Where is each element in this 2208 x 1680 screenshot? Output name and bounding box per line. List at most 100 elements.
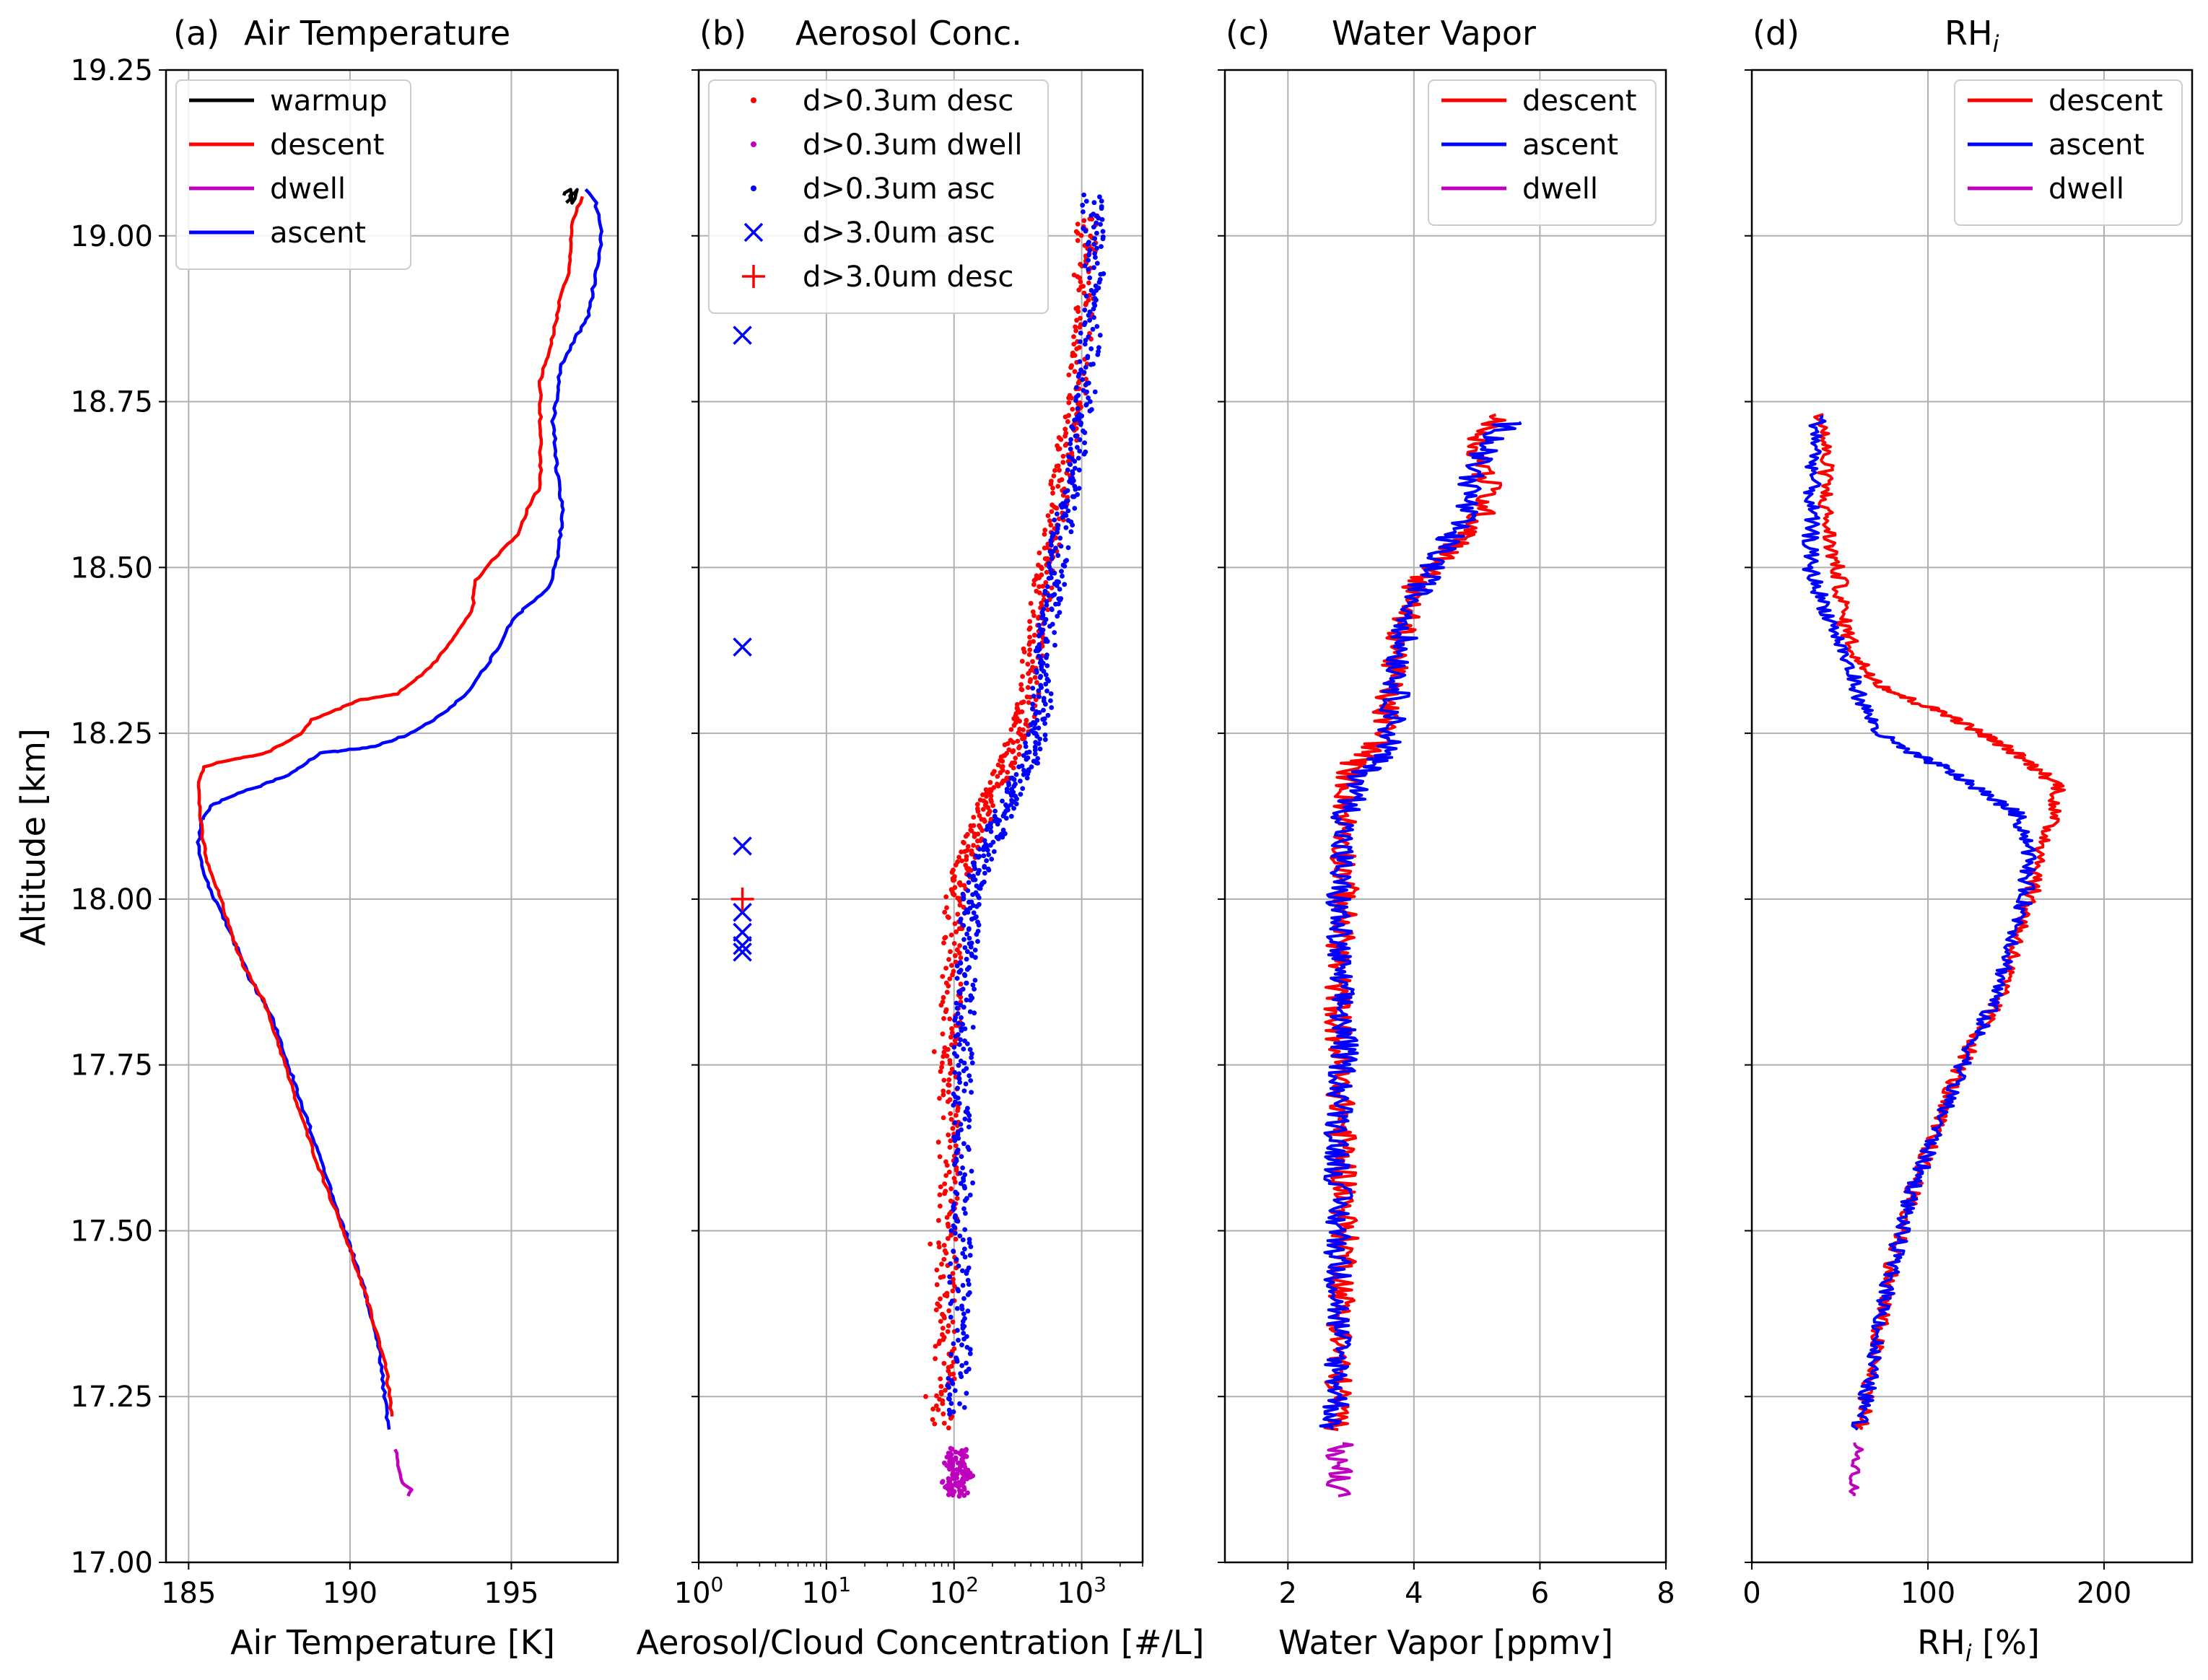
point-d-0-3um-asc: [961, 1060, 967, 1066]
point-d-0-3um-asc: [1055, 613, 1060, 619]
point-d-0-3um-desc: [937, 1095, 942, 1101]
point-d-0-3um-desc: [1027, 634, 1032, 640]
point-d-0-3um-asc: [1095, 352, 1101, 357]
point-d-0-3um-desc: [957, 943, 962, 948]
point-d-0-3um-asc: [957, 1233, 963, 1238]
point-d-0-3um-asc: [1065, 545, 1071, 551]
point-d-0-3um-asc: [1077, 359, 1083, 364]
point-d-0-3um-desc: [936, 1240, 941, 1246]
point-d-0-3um-asc: [992, 808, 998, 814]
point-d-0-3um-asc: [969, 1090, 974, 1095]
point-d-0-3um-asc: [982, 870, 987, 876]
panel-2-frame: [1223, 69, 1667, 1564]
point-d-0-3um-desc: [941, 1115, 946, 1121]
point-d-0-3um-asc: [1078, 422, 1083, 427]
point-d-0-3um-asc: [992, 818, 998, 823]
point-d-0-3um-desc: [1049, 585, 1055, 590]
point-d-0-3um-asc: [967, 1253, 973, 1258]
point-d-0-3um-asc: [976, 854, 981, 860]
panel-1-frame: [697, 69, 1144, 1564]
panel-aerosol-concentration: (b) Aerosol Conc. Aerosol/Cloud Concentr…: [636, 14, 1204, 1662]
point-d-0-3um-desc: [969, 828, 974, 834]
point-d-0-3um-desc: [946, 1132, 951, 1138]
legend-label: d>3.0um asc: [803, 216, 995, 250]
point-d-0-3um-asc: [1068, 446, 1073, 452]
point-d-0-3um-desc: [1058, 437, 1064, 442]
point-d-0-3um-desc: [940, 974, 946, 979]
point-d-0-3um-desc: [948, 949, 953, 955]
point-d-0-3um-desc: [947, 1016, 953, 1022]
point-d-0-3um-desc: [1083, 302, 1088, 307]
x-tick-label-exponent: 0: [711, 1572, 724, 1596]
series-ascent-line: [1319, 421, 1522, 1430]
legend-label: d>0.3um dwell: [803, 128, 1023, 162]
point-d-0-3um-asc: [950, 1381, 956, 1386]
point-d-0-3um-asc: [1039, 685, 1044, 691]
point-d-0-3um-desc: [988, 793, 994, 799]
point-d-0-3um-desc: [954, 1113, 959, 1118]
point-d-0-3um-desc: [948, 1111, 954, 1116]
point-d-0-3um-asc: [957, 991, 963, 996]
point-d-0-3um-desc: [946, 957, 951, 962]
point-d-0-3um-asc: [962, 973, 968, 979]
point-d-0-3um-asc: [1040, 717, 1046, 722]
panel-a-series: [196, 188, 603, 1497]
point-d-0-3um-desc: [958, 883, 964, 888]
point-d-0-3um-desc: [952, 921, 958, 927]
point-d-0-3um-asc: [961, 1296, 966, 1301]
point-d-0-3um-asc: [951, 1103, 956, 1108]
point-d-0-3um-asc: [960, 1326, 966, 1331]
point-d-0-3um-asc: [1097, 194, 1102, 200]
y-tick-label: 17.50: [70, 1215, 153, 1248]
point-d-0-3um-desc: [975, 808, 981, 814]
point-d-0-3um-asc: [946, 1385, 951, 1390]
point-d-0-3um-desc: [1070, 406, 1075, 412]
plot-layer: 17.00 17.25 17.50 17.75 18.00 18.25 18.50 18.75…: [70, 54, 2194, 1610]
point-d-0-3um-desc: [941, 1243, 947, 1248]
point-d-0-3um-desc: [1037, 590, 1042, 595]
point-d-0-3um-asc: [1099, 216, 1105, 222]
point-d-0-3um-asc: [1026, 732, 1031, 738]
point-d-0-3um-desc: [959, 858, 965, 864]
point-d-0-3um-asc: [1056, 601, 1061, 607]
point-d-0-3um-desc: [941, 940, 946, 945]
point-d-0-3um-asc: [988, 824, 993, 830]
point-d-0-3um-asc: [1074, 385, 1079, 390]
point-d-0-3um-dwell: [965, 1490, 970, 1496]
point-d-0-3um-desc: [1021, 735, 1027, 741]
point-d-0-3um-asc: [975, 939, 980, 944]
legend-plus-swatch: [742, 265, 765, 288]
point-d-0-3um-asc: [970, 892, 975, 897]
point-d-0-3um-asc: [984, 858, 989, 863]
x-tick-label: 4: [1405, 1577, 1423, 1610]
point-d-0-3um-asc: [965, 1292, 971, 1298]
point-d-0-3um-asc: [1062, 564, 1068, 569]
panel-0-frame: [165, 69, 619, 1564]
point-d-0-3um-desc: [946, 1077, 952, 1082]
point-d-0-3um-asc: [989, 857, 995, 862]
point-d-0-3um-asc: [1088, 213, 1094, 219]
point-d-0-3um-asc: [1048, 691, 1054, 696]
point-d-0-3um-desc: [948, 1233, 954, 1238]
panel-b-series: [730, 192, 1107, 1499]
panel-air-temperature: (a) Air Temperature Air Temperature [K]: [173, 14, 555, 1662]
point-d-0-3um-asc: [962, 1227, 968, 1233]
point-d-0-3um-asc: [1033, 648, 1039, 654]
point-d-0-3um-desc: [1024, 694, 1030, 700]
point-d-0-3um-desc: [936, 1341, 942, 1347]
legend-label: descent: [270, 128, 384, 162]
point-d-0-3um-desc: [934, 1393, 939, 1399]
point-d-0-3um-asc: [1011, 805, 1016, 811]
panel-a-title: Air Temperature: [244, 14, 510, 53]
point-d-0-3um-desc: [1044, 569, 1050, 575]
point-d-0-3um-desc: [935, 1139, 941, 1145]
point-d-0-3um-asc: [1049, 556, 1055, 561]
point-d-0-3um-desc: [941, 1088, 946, 1094]
point-d-0-3um-asc: [1036, 688, 1042, 694]
point-d-0-3um-asc: [992, 849, 997, 854]
point-d-0-3um-asc: [956, 969, 962, 975]
point-d-0-3um-asc: [1044, 663, 1050, 668]
point-d-0-3um-asc: [962, 910, 967, 916]
point-d-0-3um-asc: [969, 916, 974, 922]
point-d3-asc-x: [733, 637, 752, 657]
